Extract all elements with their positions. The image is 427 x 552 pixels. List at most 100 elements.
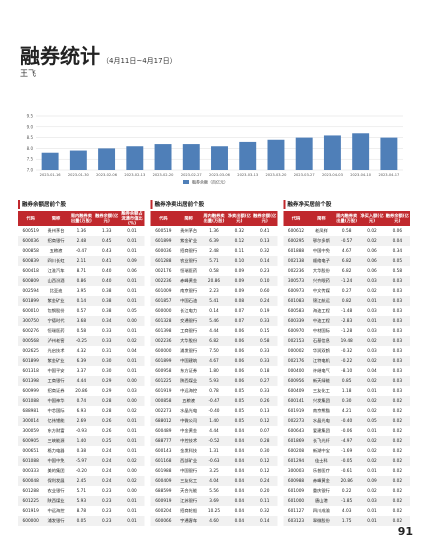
table-row: 002176 恒瑞医药 0.58 0.09 0.23 — [151, 266, 278, 276]
header-row: 代码 简称 周内融券卖出量(万股) 净买入额(亿元) 融券余额(亿元) — [283, 211, 410, 226]
cell: 0.05 — [234, 418, 245, 424]
cell: 水晶光电 — [180, 408, 198, 414]
table-row: 600409 三友化工 1.18 0.01 0.03 — [283, 386, 410, 396]
cell: 601294 — [287, 458, 305, 464]
cell: -0.06 — [341, 428, 353, 434]
cell: 7.50 — [209, 348, 219, 354]
cell: 600295 — [287, 238, 305, 244]
table-row: 002273 水晶光电 -0.40 0.05 0.13 — [151, 406, 278, 416]
cell: 601088 — [22, 398, 39, 404]
cell: -8.10 — [341, 368, 353, 374]
cell: 兴齐眼药 — [312, 278, 330, 284]
cell: 0.24 — [259, 478, 270, 484]
cell: 格力电器 — [47, 448, 65, 454]
cell: 三友化工 — [180, 478, 198, 484]
x-tick-label: 2023-01-30 — [68, 173, 90, 177]
cell: 002625 — [22, 348, 39, 354]
table-row: 601168 西部矿业 -0.63 0.04 0.12 — [150, 456, 278, 466]
cell: 002236 — [155, 278, 172, 284]
cell: 陕西煤业 — [47, 498, 65, 504]
cell: 保利发展 — [47, 478, 65, 484]
cell: 招商银行 — [47, 238, 65, 244]
cell: 2.48 — [209, 248, 219, 254]
cell: 0.03 — [392, 348, 403, 354]
cell: 600000 — [22, 518, 39, 524]
x-tick-label: 2023-01-16 — [40, 173, 62, 177]
table-row: 000002 华润双鹤 -0.32 0.03 0.03 — [283, 346, 410, 356]
cell: 0.30 — [259, 448, 270, 454]
cell: 0.12 — [259, 418, 270, 424]
cell: 1.36 — [209, 228, 219, 234]
cell: 4.04 — [209, 478, 219, 484]
cell: 0.60 — [259, 288, 270, 294]
bar — [323, 135, 341, 170]
cell: 601225 — [155, 378, 172, 384]
table-row: 601869 长飞光纤 -4.97 0.02 0.02 — [283, 436, 410, 446]
table-row: 601127 四川成渝 4.03 0.01 0.02 — [283, 506, 410, 516]
table-row: 600141 兴发集团 0.30 0.02 0.02 — [283, 396, 410, 406]
cell: 3.95 — [76, 288, 87, 294]
cell: 0.03 — [392, 308, 403, 314]
cell: 招商银行 — [180, 248, 198, 254]
cell: 0.02 — [367, 448, 377, 454]
cell: -0.32 — [341, 348, 353, 354]
cell: 0.82 — [341, 298, 352, 304]
table-row: 601088 中国神华 0.74 0.28 0.00 — [18, 396, 145, 406]
cell: 0.01 — [127, 368, 137, 374]
cell: 0.18 — [259, 368, 270, 374]
header-cell: 简称 — [317, 216, 326, 221]
table-row: 002236 大华股份 6.82 0.06 0.58 — [283, 266, 410, 276]
cell: -1.48 — [341, 308, 353, 314]
cell: 601088 — [22, 458, 39, 464]
cell: 300059 — [22, 428, 39, 434]
title: 融券统计 — [20, 44, 100, 68]
cell: 0.02 — [392, 458, 403, 464]
table-row: 601328 交通银行 5.46 0.07 0.33 — [150, 316, 278, 326]
cell: 0.26 — [101, 428, 112, 434]
table: 融券净买居前个股代码 简称 周内融券卖出量(万股) 净买入额(亿元) 融券余额(亿元) 6… — [283, 200, 410, 533]
cell: 6.82 — [341, 268, 352, 274]
cell: 五粮液 — [49, 248, 63, 254]
table-row: 600905 三峡能源 1.40 0.25 0.01 — [18, 436, 145, 446]
table-row: 600000 浦发银行 0.05 0.23 0.01 — [18, 516, 145, 526]
cell: 浦发银行 — [180, 348, 198, 354]
table-row: 600409 三友化工 4.04 0.04 0.24 — [150, 476, 278, 486]
table-title: 融券净买居前个股 — [283, 200, 410, 209]
cell: 0.00 — [127, 318, 137, 324]
cell: 金发科技 — [180, 448, 198, 454]
cell: 688981 — [22, 408, 39, 414]
cell: 翠微股份 — [312, 518, 330, 524]
cell: 4.32 — [76, 348, 87, 354]
table-row: 600956 新天绿能 0.85 0.02 0.03 — [283, 376, 410, 386]
table-row: 600010 包钢股份 0.57 0.38 0.05 — [18, 306, 145, 316]
table-row: 600970 中材国际 -1.28 0.03 0.03 — [283, 326, 410, 336]
cell: 002153 — [287, 338, 305, 344]
cell: -0.40 — [208, 408, 220, 414]
cell: 0.06 — [127, 268, 137, 274]
x-tick-label: 2023-02-20 — [153, 173, 175, 177]
cell: 0.02 — [367, 378, 377, 384]
cell: 0.03 — [392, 318, 403, 324]
cell: 0.02 — [392, 468, 403, 474]
table-row: 600973 中文传媒 0.27 0.02 0.03 — [283, 286, 410, 296]
cell: 0.03 — [367, 278, 377, 284]
cell: 0.58 — [259, 338, 270, 344]
cell: 601869 — [287, 438, 305, 444]
cell: 0.14 — [76, 298, 87, 304]
cell: 4.44 — [76, 378, 87, 384]
cell: 0.58 — [392, 268, 403, 274]
cell: 1.36 — [76, 228, 87, 234]
cell: 0.23 — [101, 488, 112, 494]
cell: 0.02 — [367, 338, 377, 344]
cell: 0.24 — [101, 458, 112, 464]
cell: 5.71 — [209, 258, 219, 264]
bar — [295, 137, 313, 170]
table-row: 002625 光启技术 4.32 0.31 0.04 — [18, 346, 145, 356]
cell: 0.04 — [234, 478, 245, 484]
table-row: 601009 重庆银行 0.22 0.02 0.02 — [283, 486, 410, 496]
cell: 0.01 — [367, 318, 377, 324]
cell: 0.02 — [367, 458, 377, 464]
cell: 宇通客车 — [180, 518, 198, 524]
table-row: 600036 招商银行 2.48 0.11 0.32 — [151, 246, 278, 256]
table-row: 600809 山西汾酒 0.86 0.40 0.01 — [18, 276, 145, 286]
